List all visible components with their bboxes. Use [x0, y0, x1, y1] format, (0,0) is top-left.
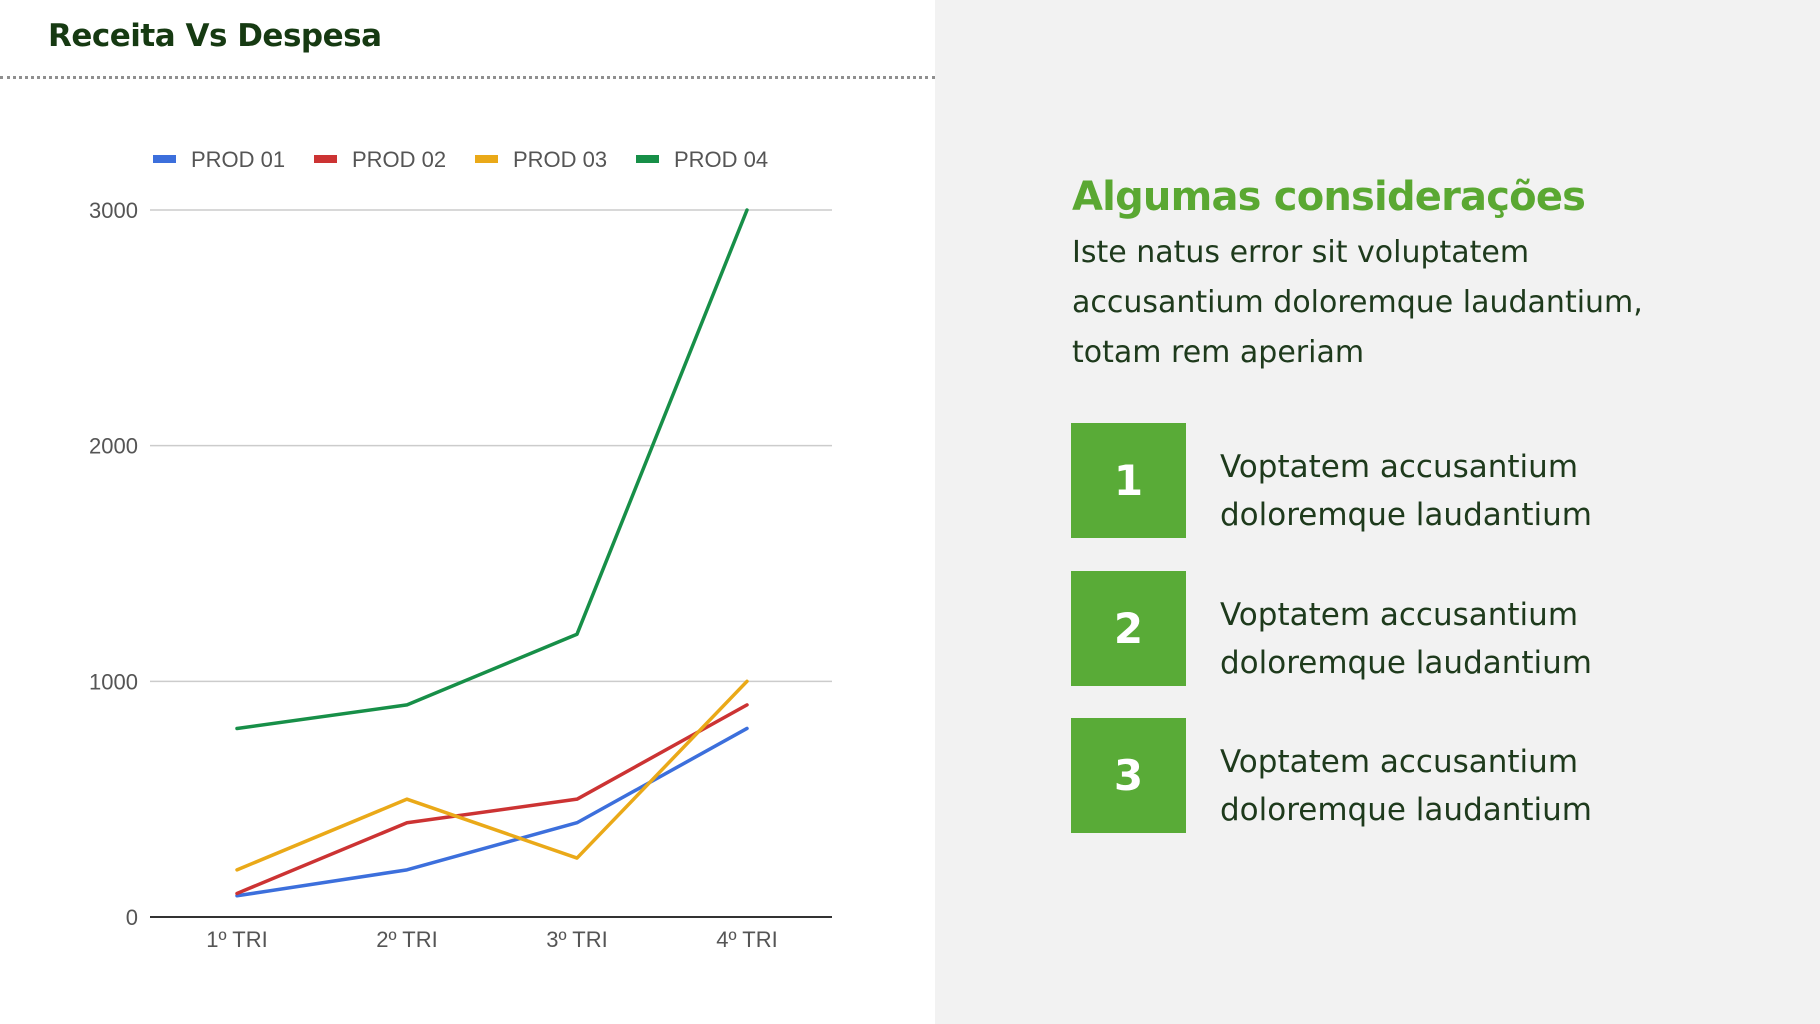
- consideration-item-3: 3 Voptatem accusantium doloremque laudan…: [1071, 718, 1771, 834]
- consideration-item-2: 2 Voptatem accusantium doloremque laudan…: [1071, 571, 1771, 687]
- series-line: [235, 208, 749, 731]
- section-body-text: Iste natus error sit voluptatem accusant…: [1072, 235, 1643, 370]
- legend-swatch: [153, 155, 176, 163]
- legend-label: PROD 03: [513, 147, 607, 172]
- x-tick-label: 1º TRI: [206, 927, 267, 952]
- legend-label: PROD 04: [674, 147, 768, 172]
- consideration-item-1: 1 Voptatem accusantium doloremque laudan…: [1071, 423, 1771, 539]
- title-divider: [0, 76, 935, 79]
- item-number-badge: 3: [1071, 718, 1186, 833]
- line-chart: 0 1000 2000 3000 1º TRI 2º TRI 3º TRI 4º TRI PRO…: [89, 147, 832, 952]
- legend-swatch: [475, 155, 498, 163]
- item-text: Voptatem accusantium doloremque laudanti…: [1220, 597, 1592, 681]
- y-tick-label: 1000: [89, 669, 138, 694]
- legend-label: PROD 01: [191, 147, 285, 172]
- legend-swatch: [314, 155, 337, 163]
- x-tick-label: 3º TRI: [546, 927, 607, 952]
- series-line: [235, 703, 749, 896]
- item-text: Voptatem accusantium doloremque laudanti…: [1220, 449, 1592, 533]
- legend-swatch: [636, 155, 659, 163]
- series-line: [235, 726, 749, 898]
- series-line: [235, 679, 749, 872]
- x-tick-label: 2º TRI: [376, 927, 437, 952]
- item-number-badge: 1: [1071, 423, 1186, 538]
- page-title: Receita Vs Despesa: [48, 18, 382, 54]
- legend-label: PROD 02: [352, 147, 446, 172]
- section-heading: Algumas considerações: [1072, 174, 1586, 220]
- item-number-badge: 2: [1071, 571, 1186, 686]
- item-text: Voptatem accusantium doloremque laudanti…: [1220, 744, 1592, 828]
- y-tick-label: 0: [126, 905, 138, 930]
- x-tick-label: 4º TRI: [716, 927, 777, 952]
- y-tick-label: 2000: [89, 434, 138, 459]
- y-tick-label: 3000: [89, 198, 138, 223]
